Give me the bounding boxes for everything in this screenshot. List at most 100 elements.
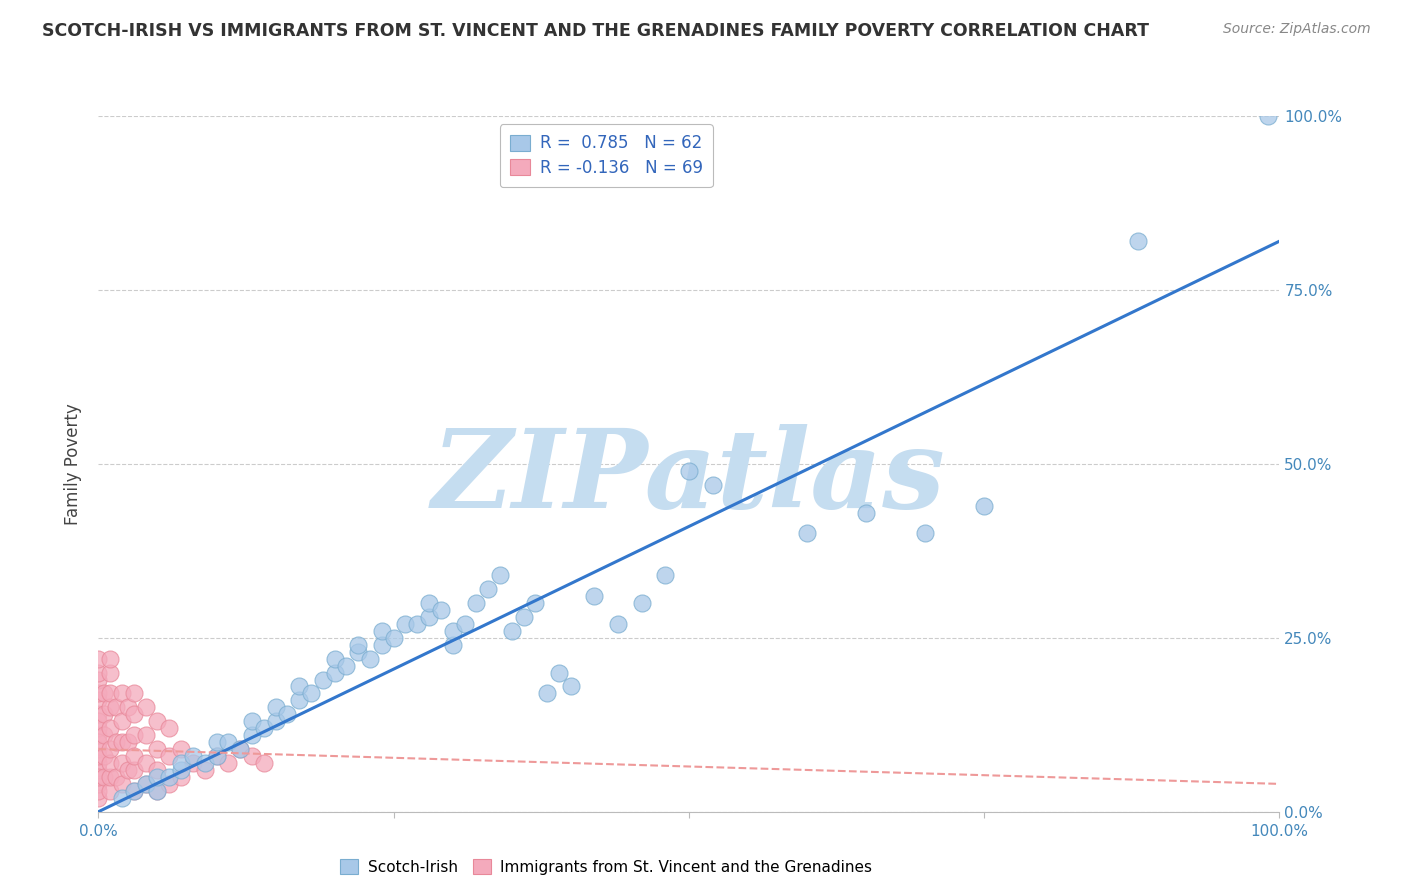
Point bbox=[111, 777, 134, 791]
Point bbox=[359, 651, 381, 665]
Text: SCOTCH-IRISH VS IMMIGRANTS FROM ST. VINCENT AND THE GRENADINES FAMILY POVERTY CO: SCOTCH-IRISH VS IMMIGRANTS FROM ST. VINC… bbox=[42, 22, 1149, 40]
Point bbox=[105, 700, 128, 714]
Point bbox=[93, 749, 115, 764]
Point bbox=[111, 686, 134, 700]
Point bbox=[170, 763, 193, 777]
Point bbox=[98, 721, 121, 735]
Point bbox=[111, 756, 134, 770]
Point bbox=[122, 763, 145, 777]
Point bbox=[1257, 109, 1279, 123]
Point bbox=[501, 624, 523, 638]
Point bbox=[87, 665, 110, 680]
Point bbox=[524, 596, 547, 610]
Point bbox=[382, 631, 405, 645]
Point bbox=[347, 638, 370, 652]
Point bbox=[87, 728, 110, 742]
Point bbox=[299, 686, 322, 700]
Point bbox=[87, 673, 110, 687]
Point bbox=[181, 756, 204, 770]
Point bbox=[205, 735, 228, 749]
Point bbox=[253, 721, 276, 735]
Point bbox=[973, 499, 995, 513]
Y-axis label: Family Poverty: Family Poverty bbox=[65, 403, 83, 524]
Point bbox=[477, 582, 499, 596]
Point bbox=[1126, 234, 1149, 248]
Point bbox=[453, 616, 475, 631]
Point bbox=[87, 686, 110, 700]
Point bbox=[135, 756, 157, 770]
Point bbox=[122, 784, 145, 798]
Point bbox=[217, 735, 239, 749]
Text: ZIPatlas: ZIPatlas bbox=[432, 424, 946, 532]
Point bbox=[111, 714, 134, 729]
Point bbox=[93, 707, 115, 722]
Point bbox=[560, 680, 582, 694]
Point bbox=[87, 693, 110, 707]
Point bbox=[205, 749, 228, 764]
Point bbox=[98, 770, 121, 784]
Point bbox=[135, 700, 157, 714]
Point bbox=[98, 756, 121, 770]
Point bbox=[312, 673, 335, 687]
Point bbox=[87, 790, 110, 805]
Point bbox=[914, 526, 936, 541]
Point bbox=[122, 686, 145, 700]
Point bbox=[465, 596, 488, 610]
Point bbox=[93, 686, 115, 700]
Point bbox=[87, 756, 110, 770]
Point bbox=[181, 749, 204, 764]
Point bbox=[264, 700, 287, 714]
Point bbox=[98, 784, 121, 798]
Point bbox=[170, 770, 193, 784]
Point bbox=[87, 707, 110, 722]
Point bbox=[394, 616, 416, 631]
Point bbox=[512, 610, 534, 624]
Point bbox=[229, 742, 252, 756]
Point bbox=[135, 777, 157, 791]
Point bbox=[122, 728, 145, 742]
Point bbox=[217, 756, 239, 770]
Point bbox=[117, 735, 139, 749]
Point bbox=[441, 638, 464, 652]
Point bbox=[98, 686, 121, 700]
Point bbox=[205, 749, 228, 764]
Point bbox=[87, 784, 110, 798]
Point bbox=[87, 763, 110, 777]
Point bbox=[122, 784, 145, 798]
Point bbox=[489, 568, 512, 582]
Legend: Scotch-Irish, Immigrants from St. Vincent and the Grenadines: Scotch-Irish, Immigrants from St. Vincen… bbox=[335, 853, 879, 880]
Point bbox=[87, 651, 110, 665]
Point bbox=[796, 526, 818, 541]
Point bbox=[135, 777, 157, 791]
Point bbox=[430, 603, 453, 617]
Point bbox=[87, 735, 110, 749]
Point bbox=[146, 763, 169, 777]
Point bbox=[93, 728, 115, 742]
Point bbox=[87, 742, 110, 756]
Point bbox=[98, 665, 121, 680]
Point bbox=[157, 770, 180, 784]
Point bbox=[117, 700, 139, 714]
Point bbox=[93, 770, 115, 784]
Point bbox=[583, 589, 606, 603]
Point bbox=[135, 728, 157, 742]
Point bbox=[323, 651, 346, 665]
Text: Source: ZipAtlas.com: Source: ZipAtlas.com bbox=[1223, 22, 1371, 37]
Point bbox=[347, 645, 370, 659]
Point bbox=[105, 770, 128, 784]
Point bbox=[122, 749, 145, 764]
Point bbox=[418, 596, 440, 610]
Point bbox=[240, 714, 263, 729]
Point bbox=[371, 638, 394, 652]
Point bbox=[229, 742, 252, 756]
Point bbox=[264, 714, 287, 729]
Point bbox=[122, 707, 145, 722]
Point bbox=[654, 568, 676, 582]
Point bbox=[98, 651, 121, 665]
Point bbox=[111, 790, 134, 805]
Point bbox=[87, 770, 110, 784]
Point bbox=[288, 693, 311, 707]
Point bbox=[170, 756, 193, 770]
Point bbox=[678, 464, 700, 478]
Point bbox=[87, 777, 110, 791]
